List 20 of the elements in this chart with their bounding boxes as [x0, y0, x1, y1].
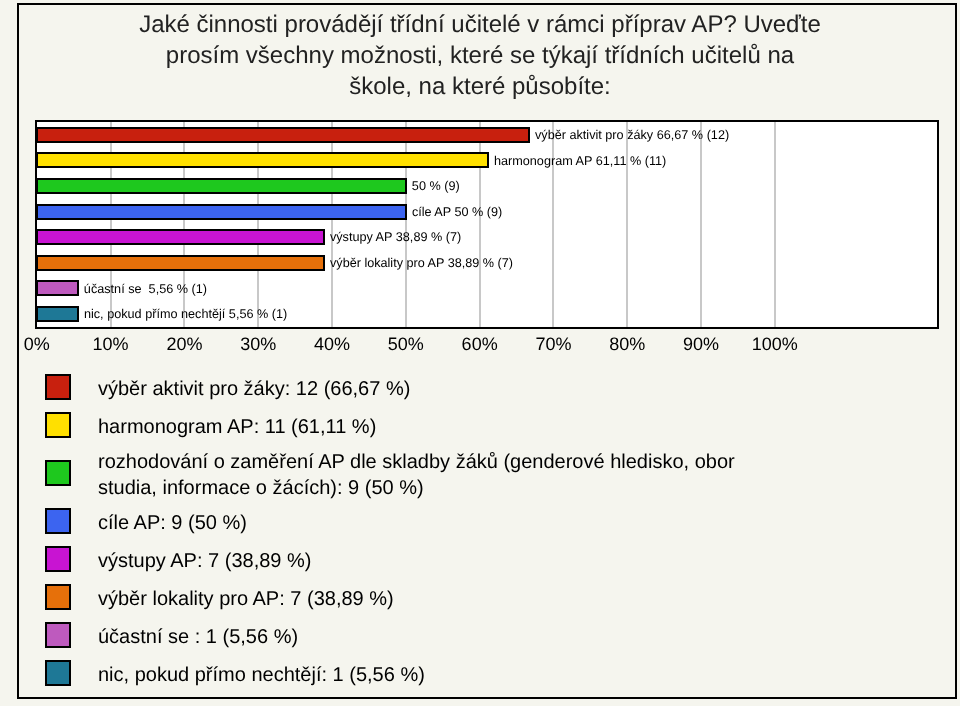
- legend-label: výstupy AP: 7 (38,89 %): [98, 550, 312, 573]
- legend-label: výběr lokality pro AP: 7 (38,89 %): [98, 588, 394, 611]
- x-tick-label: 60%: [461, 334, 498, 355]
- chart-title: Jaké činnosti provádějí třídní učitelé v rámci příprav AP? Uveďte prosím všechny možnosti, které se týkají třídních učitelů na škole, na které působíte:: [139, 9, 822, 101]
- x-tick-label: 0%: [23, 334, 50, 355]
- x-tick-label: 50%: [387, 334, 424, 355]
- x-tick-label: 40%: [313, 334, 351, 355]
- x-tick-label: 20%: [166, 334, 203, 355]
- x-tick-label: 80%: [609, 334, 646, 355]
- legend-label: cíle AP: 9 (50 %): [98, 512, 247, 535]
- legend-label: nic, pokud přímo nechtějí: 1 (5,56 %): [98, 664, 425, 687]
- legend-label: účastní se : 1 (5,56 %): [98, 626, 299, 649]
- x-tick-label: 90%: [683, 334, 720, 355]
- x-tick-label: 10%: [92, 334, 129, 355]
- x-tick-label: 100%: [751, 334, 798, 355]
- x-tick-label: 30%: [240, 334, 277, 355]
- legend-label: rozhodování o zaměření AP dle skladby žáků (genderové hledisko, obor studia, informace o žácích): 9 (50 %): [98, 449, 737, 500]
- legend-label: výběr aktivit pro žáky: 12 (66,67 %): [98, 378, 411, 401]
- legend-label: harmonogram AP: 11 (61,11 %): [98, 416, 377, 439]
- x-tick-label: 70%: [535, 334, 572, 355]
